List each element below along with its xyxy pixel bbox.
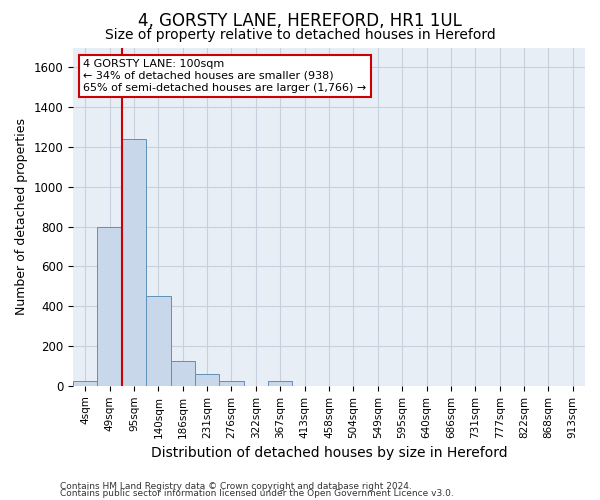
- Bar: [73, 381, 97, 386]
- Bar: [146, 296, 170, 386]
- Bar: [195, 374, 220, 386]
- Y-axis label: Number of detached properties: Number of detached properties: [15, 118, 28, 315]
- Bar: [97, 226, 122, 386]
- Bar: [122, 139, 146, 386]
- Text: Contains HM Land Registry data © Crown copyright and database right 2024.: Contains HM Land Registry data © Crown c…: [60, 482, 412, 491]
- Text: Size of property relative to detached houses in Hereford: Size of property relative to detached ho…: [104, 28, 496, 42]
- Bar: [268, 381, 292, 386]
- Text: Contains public sector information licensed under the Open Government Licence v3: Contains public sector information licen…: [60, 490, 454, 498]
- Bar: [220, 381, 244, 386]
- Bar: [170, 361, 195, 386]
- Text: 4 GORSTY LANE: 100sqm
← 34% of detached houses are smaller (938)
65% of semi-det: 4 GORSTY LANE: 100sqm ← 34% of detached …: [83, 60, 367, 92]
- Text: 4, GORSTY LANE, HEREFORD, HR1 1UL: 4, GORSTY LANE, HEREFORD, HR1 1UL: [138, 12, 462, 30]
- X-axis label: Distribution of detached houses by size in Hereford: Distribution of detached houses by size …: [151, 446, 508, 460]
